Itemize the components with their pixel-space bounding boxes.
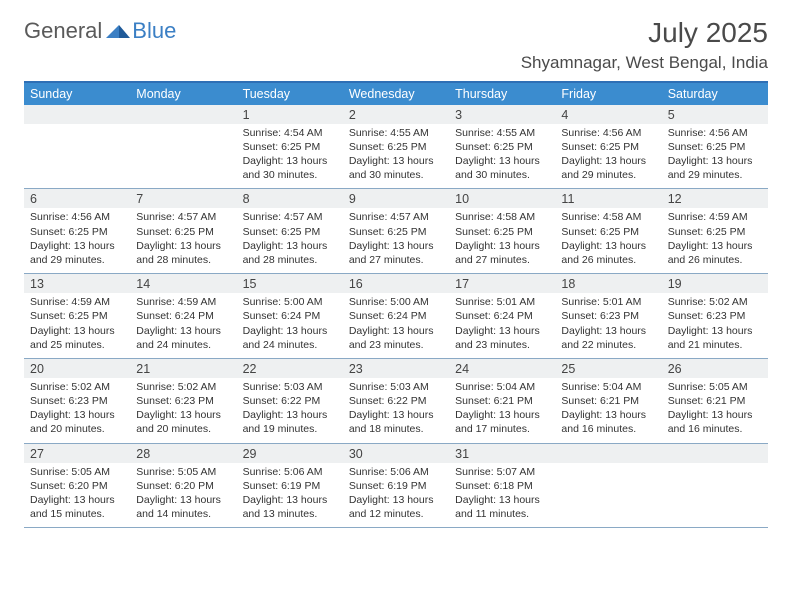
day-cell: Sunrise: 4:55 AMSunset: 6:25 PMDaylight:… [449, 124, 555, 189]
day-cell: Sunrise: 4:57 AMSunset: 6:25 PMDaylight:… [237, 208, 343, 273]
day-number: 13 [24, 274, 130, 293]
day-cell: Sunrise: 4:59 AMSunset: 6:25 PMDaylight:… [662, 208, 768, 273]
day-cell: Sunrise: 5:07 AMSunset: 6:18 PMDaylight:… [449, 463, 555, 528]
brand-logo: General Blue [24, 18, 176, 44]
dow-fri: Friday [555, 83, 661, 105]
day-cell: Sunrise: 4:55 AMSunset: 6:25 PMDaylight:… [343, 124, 449, 189]
day-number: 1 [237, 105, 343, 124]
day-cell: Sunrise: 5:05 AMSunset: 6:21 PMDaylight:… [662, 378, 768, 443]
day-number: 15 [237, 274, 343, 293]
day-number: 20 [24, 359, 130, 378]
day-number: 26 [662, 359, 768, 378]
brand-text-2: Blue [132, 18, 176, 44]
day-number: 12 [662, 189, 768, 208]
day-cell: Sunrise: 5:01 AMSunset: 6:24 PMDaylight:… [449, 293, 555, 358]
calendar-page: General Blue July 2025 Shyamnagar, West … [0, 0, 792, 538]
day-cell: Sunrise: 4:58 AMSunset: 6:25 PMDaylight:… [555, 208, 661, 273]
day-cell: Sunrise: 5:03 AMSunset: 6:22 PMDaylight:… [237, 378, 343, 443]
day-cell: Sunrise: 4:56 AMSunset: 6:25 PMDaylight:… [555, 124, 661, 189]
day-number: 4 [555, 105, 661, 124]
day-number: 31 [449, 444, 555, 463]
day-cell: Sunrise: 5:02 AMSunset: 6:23 PMDaylight:… [662, 293, 768, 358]
header: General Blue July 2025 Shyamnagar, West … [24, 18, 768, 73]
day-cell: Sunrise: 5:02 AMSunset: 6:23 PMDaylight:… [130, 378, 236, 443]
day-number [662, 444, 768, 463]
dow-wed: Wednesday [343, 83, 449, 105]
weeks-container: 12345Sunrise: 4:54 AMSunset: 6:25 PMDayl… [24, 105, 768, 528]
week-row: Sunrise: 4:54 AMSunset: 6:25 PMDaylight:… [24, 124, 768, 190]
month-title: July 2025 [521, 18, 768, 49]
day-cell [24, 124, 130, 189]
day-number: 17 [449, 274, 555, 293]
day-number: 30 [343, 444, 449, 463]
day-cell: Sunrise: 5:05 AMSunset: 6:20 PMDaylight:… [130, 463, 236, 528]
day-number: 29 [237, 444, 343, 463]
day-number: 19 [662, 274, 768, 293]
week-row: Sunrise: 5:05 AMSunset: 6:20 PMDaylight:… [24, 463, 768, 529]
day-number: 28 [130, 444, 236, 463]
dow-sat: Saturday [662, 83, 768, 105]
day-cell [130, 124, 236, 189]
dow-thu: Thursday [449, 83, 555, 105]
day-number: 10 [449, 189, 555, 208]
day-cell: Sunrise: 5:06 AMSunset: 6:19 PMDaylight:… [237, 463, 343, 528]
day-number [130, 105, 236, 124]
day-cell: Sunrise: 5:03 AMSunset: 6:22 PMDaylight:… [343, 378, 449, 443]
day-of-week-header: Sunday Monday Tuesday Wednesday Thursday… [24, 83, 768, 105]
day-cell: Sunrise: 5:04 AMSunset: 6:21 PMDaylight:… [555, 378, 661, 443]
day-number [24, 105, 130, 124]
title-block: July 2025 Shyamnagar, West Bengal, India [521, 18, 768, 73]
dow-mon: Monday [130, 83, 236, 105]
day-cell: Sunrise: 5:00 AMSunset: 6:24 PMDaylight:… [237, 293, 343, 358]
brand-text-1: General [24, 18, 102, 44]
location-text: Shyamnagar, West Bengal, India [521, 53, 768, 73]
dow-tue: Tuesday [237, 83, 343, 105]
day-number: 22 [237, 359, 343, 378]
day-number: 5 [662, 105, 768, 124]
day-cell: Sunrise: 4:57 AMSunset: 6:25 PMDaylight:… [130, 208, 236, 273]
day-cell: Sunrise: 4:56 AMSunset: 6:25 PMDaylight:… [662, 124, 768, 189]
day-number: 25 [555, 359, 661, 378]
daynum-row: 12345 [24, 105, 768, 124]
day-number: 7 [130, 189, 236, 208]
day-cell [555, 463, 661, 528]
day-number: 11 [555, 189, 661, 208]
calendar-grid: Sunday Monday Tuesday Wednesday Thursday… [24, 81, 768, 528]
day-cell: Sunrise: 5:02 AMSunset: 6:23 PMDaylight:… [24, 378, 130, 443]
day-cell: Sunrise: 5:06 AMSunset: 6:19 PMDaylight:… [343, 463, 449, 528]
day-number: 6 [24, 189, 130, 208]
day-number: 8 [237, 189, 343, 208]
day-number: 21 [130, 359, 236, 378]
week-row: Sunrise: 4:59 AMSunset: 6:25 PMDaylight:… [24, 293, 768, 359]
day-cell: Sunrise: 4:59 AMSunset: 6:25 PMDaylight:… [24, 293, 130, 358]
day-cell: Sunrise: 5:05 AMSunset: 6:20 PMDaylight:… [24, 463, 130, 528]
week-row: Sunrise: 5:02 AMSunset: 6:23 PMDaylight:… [24, 378, 768, 444]
day-cell: Sunrise: 4:57 AMSunset: 6:25 PMDaylight:… [343, 208, 449, 273]
day-number: 14 [130, 274, 236, 293]
week-row: Sunrise: 4:56 AMSunset: 6:25 PMDaylight:… [24, 208, 768, 274]
daynum-row: 20212223242526 [24, 359, 768, 378]
day-cell: Sunrise: 5:00 AMSunset: 6:24 PMDaylight:… [343, 293, 449, 358]
day-cell: Sunrise: 5:01 AMSunset: 6:23 PMDaylight:… [555, 293, 661, 358]
day-number: 24 [449, 359, 555, 378]
day-number: 16 [343, 274, 449, 293]
day-cell: Sunrise: 4:54 AMSunset: 6:25 PMDaylight:… [237, 124, 343, 189]
day-number: 18 [555, 274, 661, 293]
day-number [555, 444, 661, 463]
daynum-row: 13141516171819 [24, 274, 768, 293]
day-number: 27 [24, 444, 130, 463]
day-number: 9 [343, 189, 449, 208]
day-cell: Sunrise: 4:56 AMSunset: 6:25 PMDaylight:… [24, 208, 130, 273]
daynum-row: 2728293031 [24, 444, 768, 463]
dow-sun: Sunday [24, 83, 130, 105]
daynum-row: 6789101112 [24, 189, 768, 208]
logo-triangle-icon [106, 22, 130, 40]
day-number: 23 [343, 359, 449, 378]
day-number: 3 [449, 105, 555, 124]
day-cell [662, 463, 768, 528]
day-cell: Sunrise: 4:58 AMSunset: 6:25 PMDaylight:… [449, 208, 555, 273]
day-number: 2 [343, 105, 449, 124]
day-cell: Sunrise: 4:59 AMSunset: 6:24 PMDaylight:… [130, 293, 236, 358]
day-cell: Sunrise: 5:04 AMSunset: 6:21 PMDaylight:… [449, 378, 555, 443]
